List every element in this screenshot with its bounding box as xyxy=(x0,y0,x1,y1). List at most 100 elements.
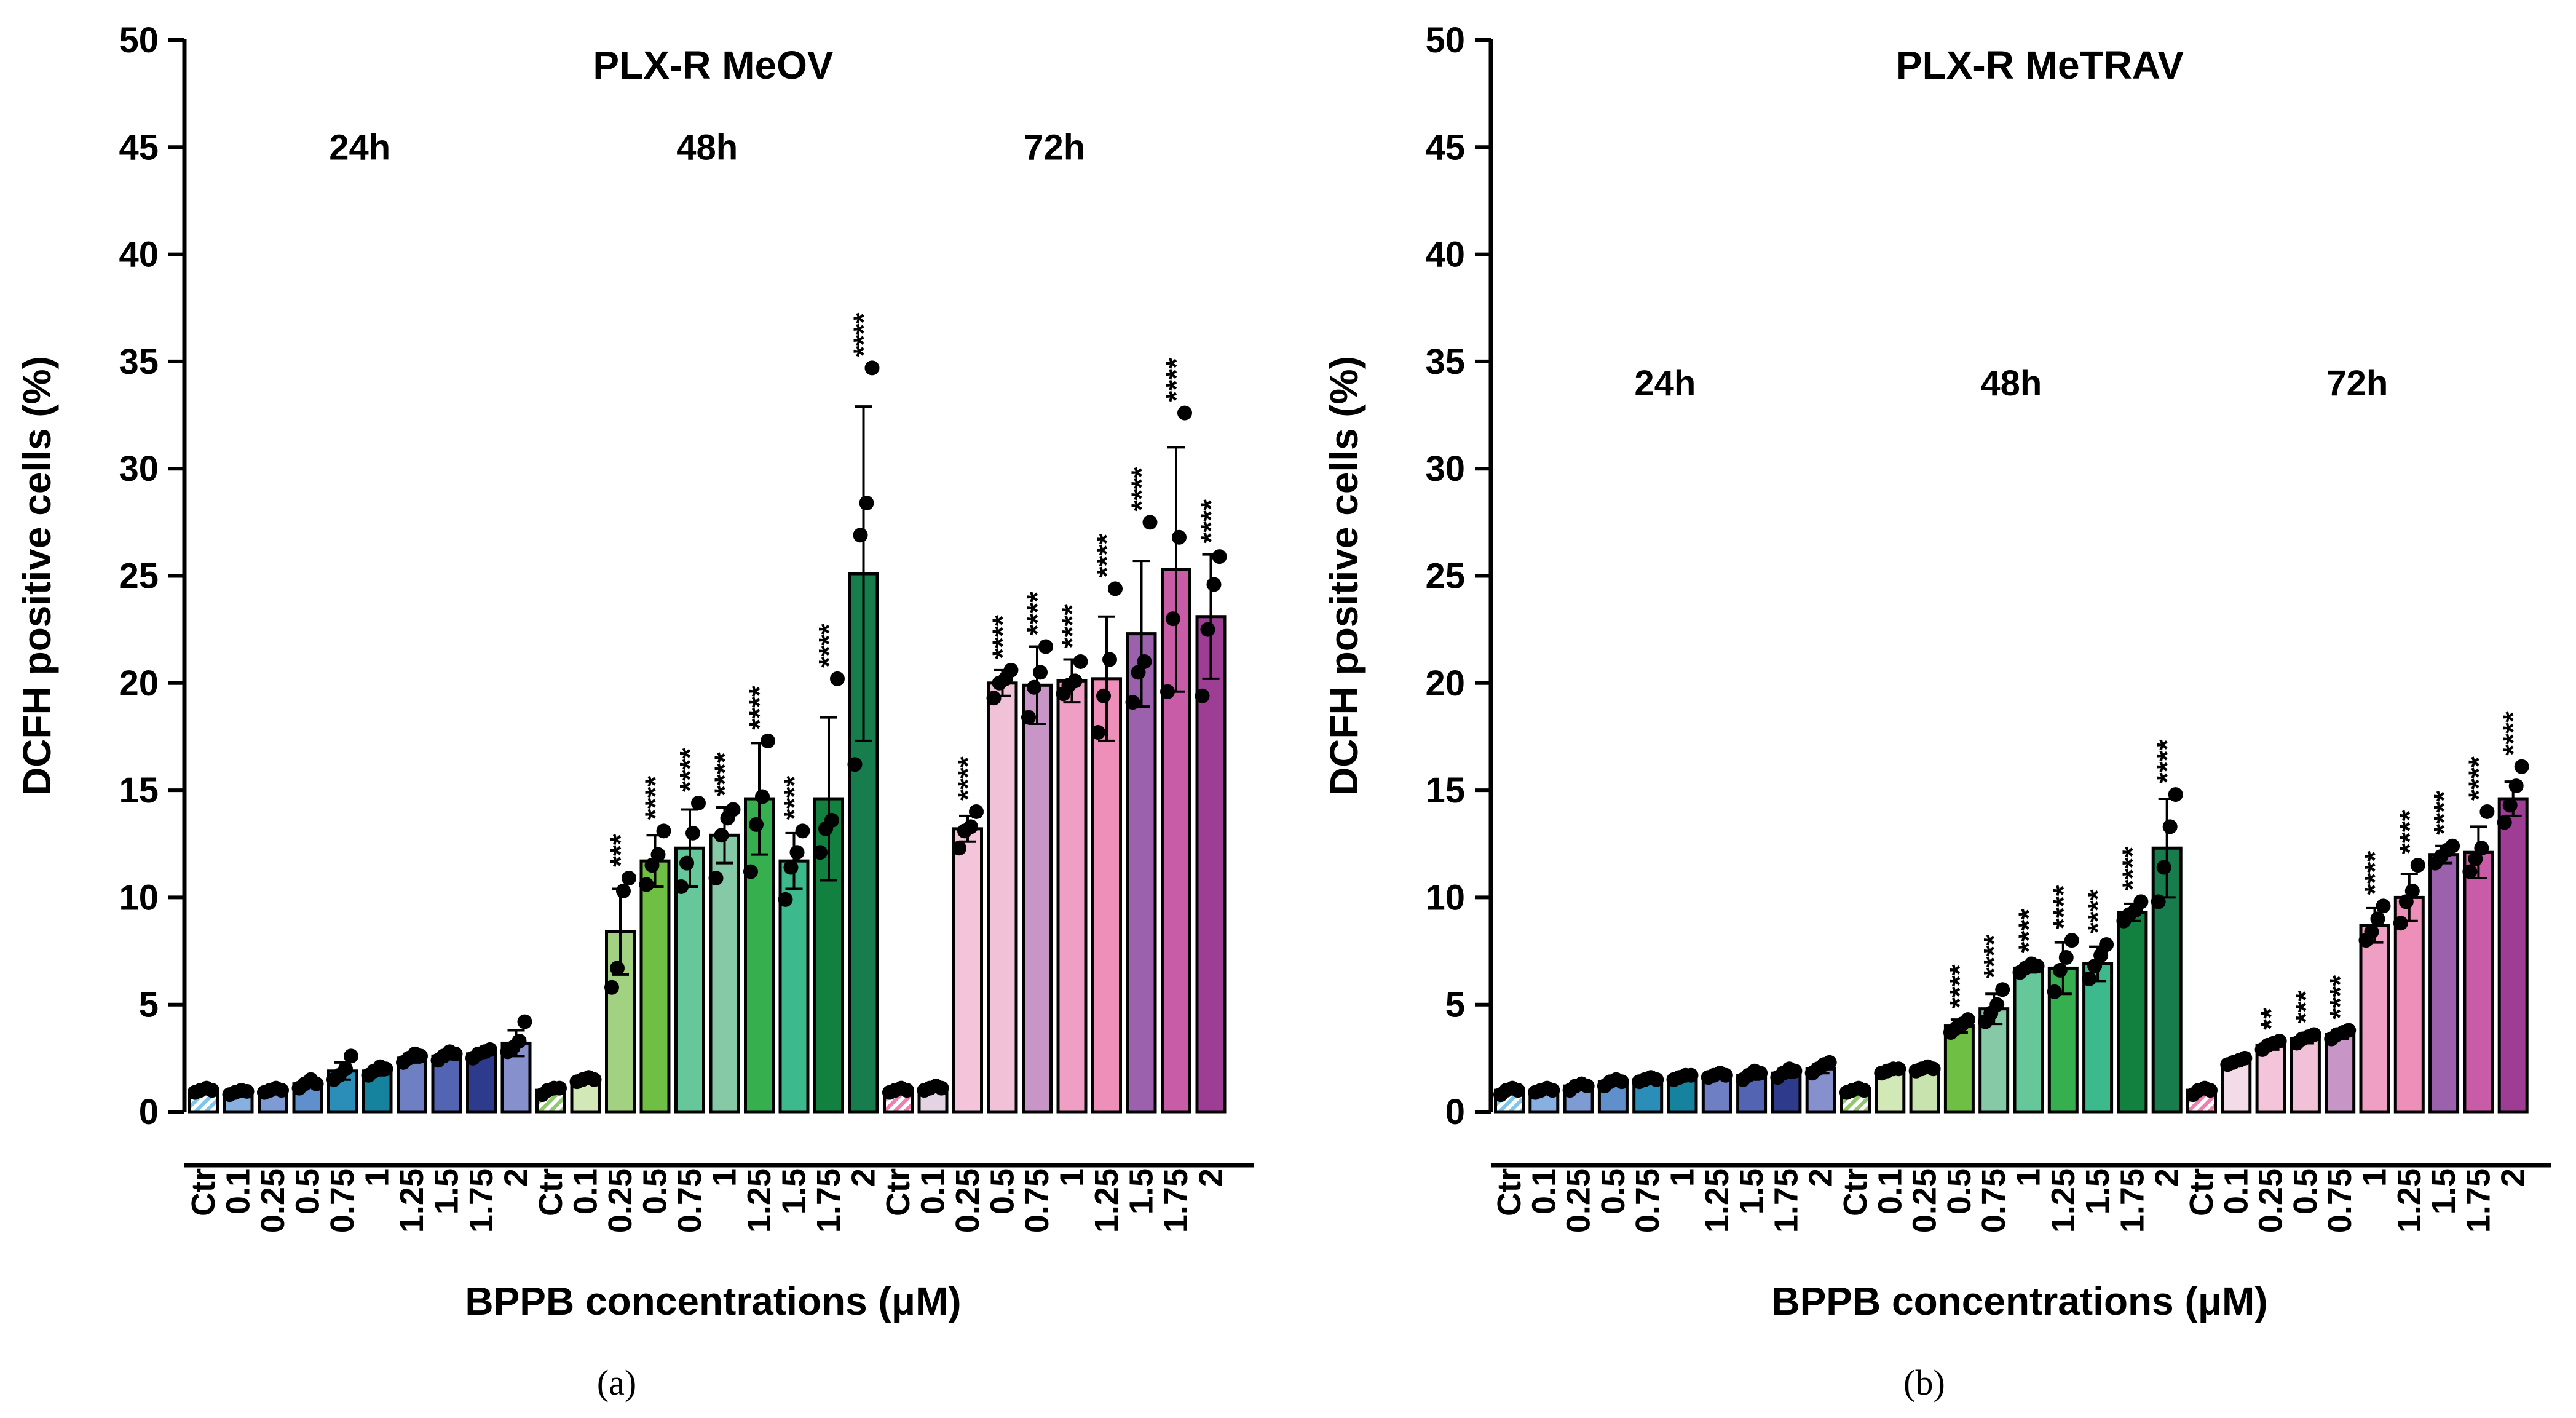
x-tick-label: 1.5 xyxy=(2425,1168,2462,1214)
x-tick-label: 1.25 xyxy=(393,1168,430,1233)
data-point xyxy=(899,1083,914,1098)
data-point xyxy=(1753,1066,1768,1081)
significance-label: **** xyxy=(1126,467,1158,512)
x-tick-label: 0.75 xyxy=(1019,1168,1056,1233)
data-point xyxy=(743,864,758,879)
x-tick-label: 2 xyxy=(2495,1168,2532,1187)
data-point xyxy=(1003,662,1019,678)
data-point xyxy=(1926,1061,1941,1077)
significance-label: **** xyxy=(2013,909,2045,953)
data-point xyxy=(1166,611,1180,627)
x-tick-label: 1.5 xyxy=(776,1168,813,1214)
data-point xyxy=(1073,654,1088,669)
y-tick-label: 40 xyxy=(1425,235,1465,275)
significance-label: **** xyxy=(813,624,845,668)
data-point xyxy=(587,1072,602,1087)
x-tick-label: 0.1 xyxy=(1525,1168,1562,1214)
chart-title: PLX-R MeTRAV xyxy=(1896,43,2184,87)
data-point xyxy=(2474,841,2489,856)
y-tick-label: 35 xyxy=(119,342,159,382)
chart-panel-a: 0 5 10 15 20 25 30 35 40 45 50 DCFH positive cells … xyxy=(15,20,1254,1323)
x-tick-label: 1.75 xyxy=(1158,1168,1195,1233)
x-tick-label: 0.5 xyxy=(637,1168,674,1214)
x-tick-label: 1 xyxy=(1664,1168,1701,1187)
x-tick-label: 1 xyxy=(2357,1168,2393,1187)
data-point xyxy=(2306,1027,2321,1042)
x-tick-label: 2 xyxy=(845,1168,882,1187)
group-label: 24h xyxy=(329,127,390,167)
data-point xyxy=(378,1061,393,1077)
group-label: 48h xyxy=(676,127,738,167)
data-point xyxy=(1822,1055,1837,1070)
x-tick-label: 0.25 xyxy=(2253,1168,2290,1233)
data-point xyxy=(2029,958,2045,973)
x-tick-label: Ctr xyxy=(1491,1168,1528,1216)
x-tick-label: 0.1 xyxy=(2218,1168,2254,1214)
data-point xyxy=(639,877,654,892)
x-tick-label: 1.5 xyxy=(1123,1168,1160,1214)
data-point xyxy=(650,847,666,862)
x-tick-label: 1.75 xyxy=(2460,1168,2497,1233)
significance-label: **** xyxy=(2151,739,2183,783)
data-point xyxy=(1891,1061,1906,1077)
data-point xyxy=(2479,804,2495,819)
data-point xyxy=(1021,710,1036,725)
data-point xyxy=(1131,665,1146,680)
data-point xyxy=(1960,1012,1975,1028)
bar xyxy=(2359,924,2390,1114)
data-point xyxy=(1033,665,1048,680)
x-tick-label: 0.75 xyxy=(1629,1168,1666,1233)
x-tick-label: 0.5 xyxy=(1941,1168,1978,1214)
data-point xyxy=(2052,962,2068,978)
data-point xyxy=(2168,787,2183,802)
x-tick-label: 1.25 xyxy=(2045,1168,2082,1233)
bar xyxy=(952,827,983,1114)
x-tick-label: 2 xyxy=(2149,1168,2186,1187)
data-point xyxy=(1091,724,1105,740)
y-tick-label: 25 xyxy=(1425,557,1465,596)
data-point xyxy=(778,892,793,907)
x-tick-label: 0.1 xyxy=(567,1168,604,1214)
x-tick-label: 1.25 xyxy=(741,1168,778,1233)
chart-panel-b: 0 5 10 15 20 25 30 35 40 45 50 DCFH positive cells … xyxy=(1322,20,2551,1323)
data-point xyxy=(1125,695,1140,710)
significance-label: **** xyxy=(2359,851,2391,895)
data-point xyxy=(644,858,660,873)
y-tick-label: 0 xyxy=(1445,1092,1465,1132)
data-point xyxy=(2468,851,2483,866)
data-point xyxy=(2237,1050,2253,1066)
y-tick-label: 15 xyxy=(119,770,159,810)
x-tick-label: 0.1 xyxy=(915,1168,952,1214)
data-point xyxy=(1545,1083,1560,1098)
significance-label: **** xyxy=(2462,756,2494,801)
data-point xyxy=(708,871,724,886)
x-tick-label: 1.75 xyxy=(810,1168,847,1233)
x-tick-label: 1.5 xyxy=(429,1168,465,1214)
significance-label: **** xyxy=(1160,358,1192,402)
data-point xyxy=(783,860,799,875)
significance-label: **** xyxy=(743,686,775,730)
data-point xyxy=(2064,933,2079,948)
data-point xyxy=(2445,838,2460,854)
x-tick-label: 1.25 xyxy=(2391,1168,2428,1233)
data-point xyxy=(622,871,636,886)
y-tick-label: 35 xyxy=(1425,342,1465,382)
significance-label: **** xyxy=(1978,935,2010,979)
y-tick-label: 10 xyxy=(119,877,159,917)
data-point xyxy=(1195,688,1210,703)
y-tick-label: 5 xyxy=(139,985,159,1025)
y-axis-title: DCFH positive cells (%) xyxy=(15,356,59,796)
y-tick-label: 50 xyxy=(1425,20,1465,60)
data-point xyxy=(2047,984,2062,999)
significance-label: **** xyxy=(1195,499,1227,544)
data-point xyxy=(274,1083,289,1098)
data-point xyxy=(205,1083,219,1098)
bar xyxy=(1091,677,1122,1114)
significance-label: **** xyxy=(952,756,984,801)
group-label: 72h xyxy=(2326,363,2388,403)
x-tick-label: 0.25 xyxy=(255,1168,291,1233)
data-point xyxy=(413,1048,428,1064)
y-tick-label: 40 xyxy=(119,235,159,275)
x-axis-title: BPPB concentrations (μM) xyxy=(465,1279,961,1323)
data-point xyxy=(1614,1074,1629,1090)
